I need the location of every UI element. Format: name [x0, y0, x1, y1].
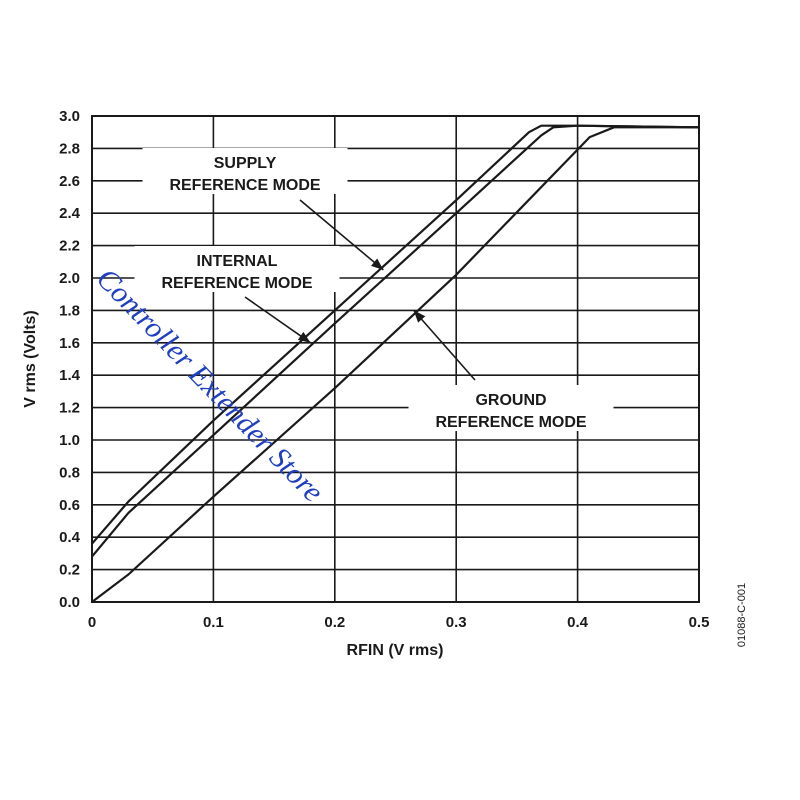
figure-id: 01088-C-001: [736, 583, 748, 647]
y-tick-label: 1.4: [59, 367, 81, 384]
annotation-background: [134, 246, 340, 292]
annotation-arrowhead: [371, 258, 384, 270]
y-tick-label: 1.0: [59, 432, 80, 449]
y-tick-label: 1.8: [59, 302, 80, 319]
y-tick-label: 1.2: [59, 400, 80, 417]
plot-frame: [91, 115, 700, 603]
series-line-ground: [91, 126, 699, 603]
y-tick-label: 0.8: [59, 464, 80, 481]
annotation-arrow-line: [413, 309, 476, 381]
x-tick-label: 0.1: [203, 614, 224, 631]
annotation-label: GROUND: [475, 392, 546, 409]
annotation-ground: GROUND REFERENCE MODE: [408, 309, 614, 431]
annotation-label: SUPPLY: [214, 155, 277, 172]
x-axis-title: RFIN (V rms): [347, 642, 444, 659]
y-tick-label: 2.4: [59, 205, 81, 222]
y-axis-title: V rms (Volts): [22, 310, 39, 408]
axis-tick-labels: 0 0.1 0.2 0.3 0.4 0.5 0.0 0.2 0.4 0.6 0.8 1.0 1.2 1.4…: [59, 108, 709, 631]
y-tick-label: 0.4: [59, 529, 81, 546]
annotation-background: [408, 385, 614, 431]
annotation-background: [142, 148, 348, 194]
annotations: SUPPLY REFERENCE MODE INTERNAL REFERENCE MO…: [134, 148, 614, 431]
y-tick-label: 2.6: [59, 173, 80, 190]
annotation-arrow-line: [244, 296, 311, 344]
y-tick-label: 2.8: [59, 140, 80, 157]
y-tick-label: 1.6: [59, 335, 80, 352]
y-tick-label: 0.2: [59, 562, 80, 579]
annotation-label: INTERNAL: [197, 253, 278, 270]
x-tick-label: 0.3: [446, 614, 467, 631]
annotation-arrowhead: [297, 331, 311, 343]
x-tick-label: 0.2: [324, 614, 345, 631]
x-tick-label: 0.5: [689, 614, 710, 631]
annotation-label: REFERENCE MODE: [161, 275, 312, 292]
y-tick-label: 2.2: [59, 238, 80, 255]
annotation-arrowhead: [413, 310, 426, 323]
series-lines: [91, 124, 700, 603]
annotation-supply: SUPPLY REFERENCE MODE: [142, 148, 384, 271]
annotation-label: REFERENCE MODE: [435, 414, 586, 431]
y-tick-label: 0.0: [59, 594, 80, 611]
y-tick-label: 0.6: [59, 497, 80, 514]
series-line-internal: [91, 124, 700, 558]
x-tick-label: 0.4: [567, 614, 589, 631]
annotation-arrow-line: [299, 199, 384, 271]
y-tick-label: 2.0: [59, 270, 80, 287]
x-tick-label: 0: [88, 614, 96, 631]
annotation-internal: INTERNAL REFERENCE MODE: [134, 246, 340, 344]
plot-area: [92, 116, 699, 602]
annotation-label: REFERENCE MODE: [169, 177, 320, 194]
y-tick-label: 3.0: [59, 108, 80, 125]
